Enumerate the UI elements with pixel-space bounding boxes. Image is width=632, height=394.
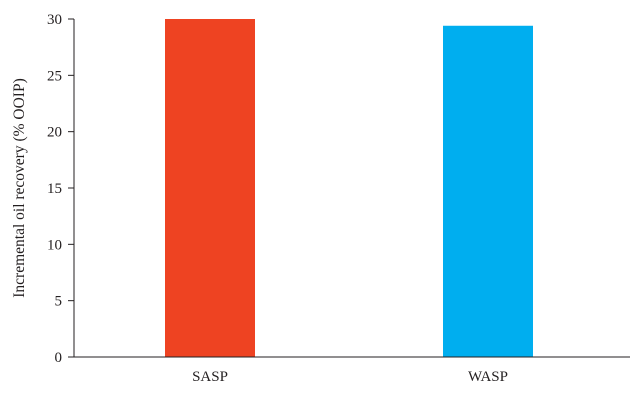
bars xyxy=(165,19,533,357)
y-tick-label: 15 xyxy=(47,181,62,197)
x-category-label: SASP xyxy=(192,369,228,385)
y-tick-label: 30 xyxy=(47,12,62,28)
y-tick-label: 10 xyxy=(47,237,62,253)
bar-wasp xyxy=(443,25,533,357)
y-tick-label: 25 xyxy=(47,68,62,84)
y-tick-label: 0 xyxy=(55,350,63,366)
y-axis-title: Incremental oil recovery (% OOIP) xyxy=(11,78,28,298)
x-category-label: WASP xyxy=(468,369,508,385)
axes xyxy=(73,19,630,358)
x-axis-labels: SASP WASP xyxy=(192,369,508,385)
bar-sasp xyxy=(165,19,255,357)
y-axis-ticks: 0 5 10 15 20 25 30 xyxy=(47,12,74,366)
y-tick-label: 5 xyxy=(55,294,63,310)
y-tick-label: 20 xyxy=(47,125,62,141)
